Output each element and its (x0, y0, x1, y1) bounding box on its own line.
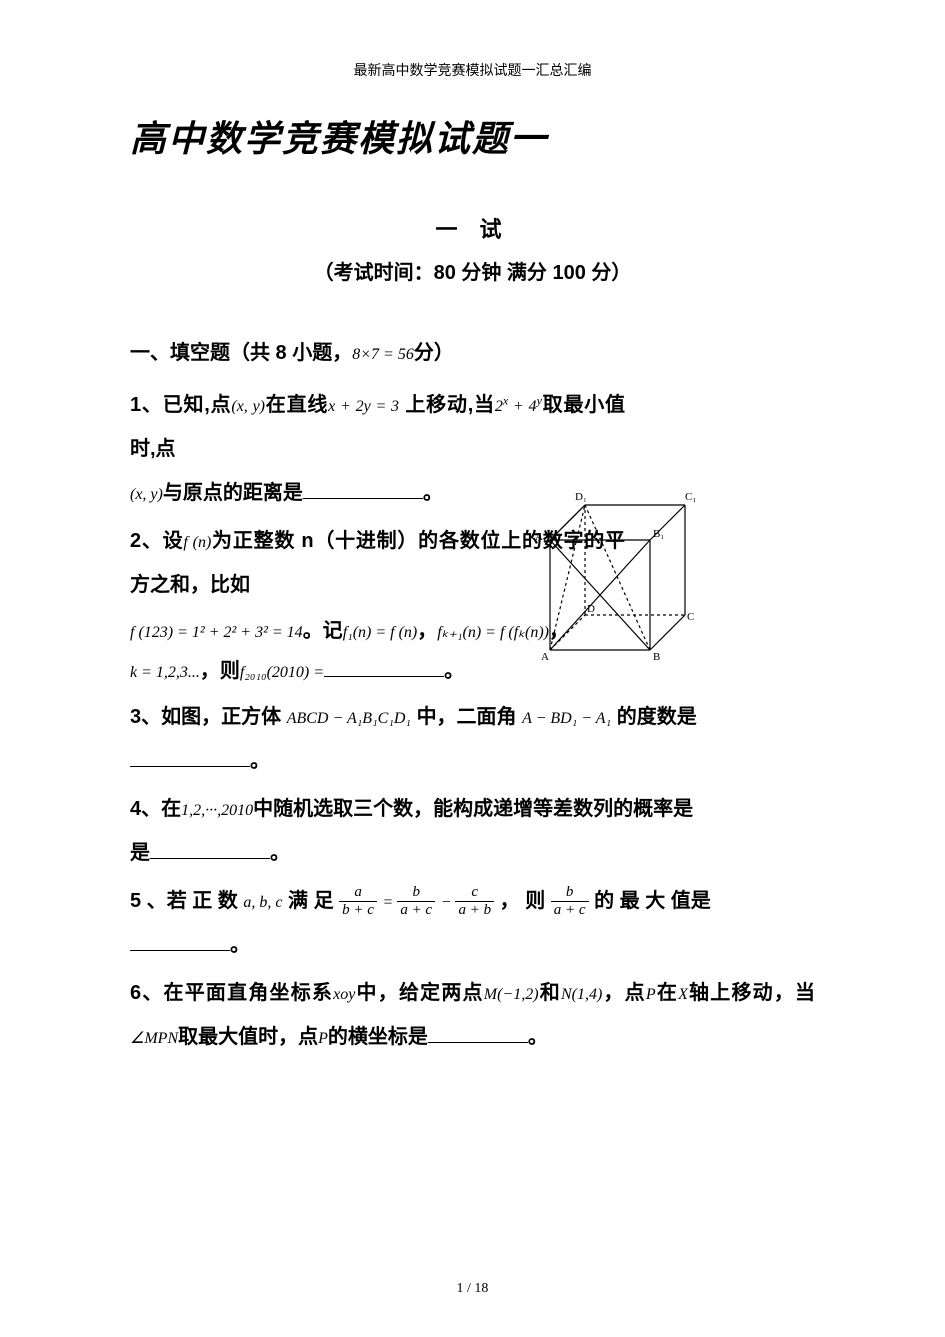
q1-m1: (x, y) (231, 398, 265, 415)
q6-p3: 和 (539, 982, 561, 1004)
q3-m1: ABCD − A₁B₁C₁D₁ (287, 710, 411, 727)
q1-p3: 上移动,当 (399, 394, 495, 416)
page-number: 1 / 18 (0, 1281, 945, 1297)
q2-m6: f₂₀₁₀(2010) = (240, 664, 324, 681)
q4-p3: 。 (270, 842, 290, 864)
question-6: 6、在平面直角坐标系xoy中，给定两点M(−1,2)和N(1,4)，点P在X轴上… (130, 971, 815, 1059)
q5-p4: 的 最 大 值是 (594, 890, 711, 912)
q4-p2: 中随机选取三个数，能构成递增等差数列的概率是 (253, 798, 693, 820)
q5-p1: 若 正 数 (167, 890, 238, 912)
q6-p1: 在平面直角坐标系 (164, 982, 334, 1004)
q6-p4: ，点 (602, 982, 646, 1004)
q3-p1: 如图，正方体 (161, 706, 281, 728)
q5-p3: ， 则 (500, 890, 551, 912)
q2-p1: 设 (163, 530, 184, 552)
cube-label-a: A (541, 651, 549, 663)
q2-m2: f (123) = 1² + 2² + 3² = 14 (130, 624, 303, 641)
q6-m6: ∠MPN (130, 1030, 178, 1047)
q6-p7: 取最大值时，点 (178, 1026, 318, 1048)
q3-p3: 的度数是 (617, 706, 697, 728)
section-prefix: 一、填空题（共 8 小题， (130, 342, 352, 364)
cube-label-a1: A₁ (535, 531, 547, 543)
q1-blank (303, 481, 423, 499)
q5-frac2: ba + c (397, 885, 435, 918)
cube-label-c: C (687, 611, 694, 623)
question-4: 4、在1,2,···,2010中随机选取三个数，能构成递增等差数列的概率是是 。 (130, 787, 815, 875)
q6-p2: 中，给定两点 (355, 982, 483, 1004)
q5-num: 5 、 (130, 890, 167, 912)
q2-m1: f (n) (183, 534, 211, 551)
q5-frac3: ca + b (455, 885, 494, 918)
section-suffix: 分） (414, 342, 454, 364)
exam-info: （考试时间：80 分钟 满分 100 分） (130, 256, 815, 285)
q3-num: 3、 (130, 706, 161, 728)
q3-m2: A − BD₁ − A₁ (522, 710, 611, 727)
q2-num: 2、 (130, 530, 163, 552)
q5-frac1: ab + c (339, 885, 377, 918)
subtitle: 一 试 (130, 212, 815, 244)
q5-eq: = (383, 894, 398, 911)
q2-p7: 。 (444, 660, 464, 682)
q6-p9: 。 (528, 1026, 548, 1048)
q4-blank (150, 841, 270, 859)
question-3: 3、如图，正方体 ABCD − A₁B₁C₁D₁ 中，二面角 A − BD₁ −… (130, 695, 815, 783)
q1-m3: 2x + 4y (495, 398, 542, 415)
q5-blank (130, 933, 230, 951)
q3-blank (130, 749, 250, 767)
q6-m3: N(1,4) (561, 986, 602, 1003)
q2-p4: ， (417, 620, 437, 642)
q1-p1: 已知,点 (163, 394, 232, 416)
q1-p6: 。 (423, 482, 443, 504)
q6-m4: P (646, 986, 656, 1003)
q2-blank (324, 659, 444, 677)
q2-m5: k = 1,2,3... (130, 664, 200, 681)
q1-m4: (x, y) (130, 486, 163, 503)
q3-p4: 。 (250, 750, 270, 772)
q2-p3: 。记 (303, 620, 343, 642)
question-2-cont: f (123) = 1² + 2² + 3² = 14。记f₁(n) = f (… (130, 611, 815, 691)
cube-label-d: D (587, 603, 595, 615)
q3-p2: 中，二面角 (417, 706, 517, 728)
q4-p1: 在 (161, 798, 181, 820)
cube-label-c1: C₁ (685, 491, 695, 503)
q1-m2: x + 2y = 3 (328, 398, 399, 415)
q2-m3: f₁(n) = f (n) (343, 624, 418, 641)
question-5: 5 、若 正 数 a, b, c 满 足 ab + c = ba + c − c… (130, 879, 815, 967)
q6-m1: xoy (333, 986, 355, 1003)
q6-p6: 轴上移动，当 (688, 982, 815, 1004)
q1-p5: 与原点的距离是 (163, 482, 303, 504)
q5-m1: a, b, c (243, 894, 282, 911)
q6-blank (428, 1025, 528, 1043)
q5-p2: 满 足 (288, 890, 339, 912)
cube-label-d1: D₁ (575, 491, 587, 503)
q2-p6: ，则 (200, 660, 240, 682)
q5-frac4: ba + c (551, 885, 589, 918)
page-header: 最新高中数学竞赛模拟试题一汇总汇编 (130, 60, 815, 80)
q6-p8: 的横坐标是 (328, 1026, 428, 1048)
section-header: 一、填空题（共 8 小题，8×7 = 56分） (130, 335, 815, 371)
q6-m2: M(−1,2) (484, 986, 539, 1003)
cube-label-b: B (653, 651, 660, 663)
q5-minus: − (441, 894, 456, 911)
section-formula: 8×7 = 56 (352, 346, 414, 363)
cube-label-b1: B₁ (653, 528, 664, 540)
q1-num: 1、 (130, 394, 163, 416)
q4-br: 是 (130, 842, 150, 864)
q5-p5: 。 (230, 934, 250, 956)
q6-m7: P (318, 1030, 328, 1047)
q1-p2: 在直线 (265, 394, 328, 416)
q4-m1: 1,2,···,2010 (181, 802, 253, 819)
q6-num: 6、 (130, 982, 164, 1004)
document-title: 高中数学竞赛模拟试题一 (130, 110, 815, 162)
q6-p5: 在 (656, 982, 678, 1004)
cube-diagram: A B C D A₁ B₁ C₁ D₁ (525, 480, 695, 665)
q6-m5: X (678, 986, 688, 1003)
q4-num: 4、 (130, 798, 161, 820)
